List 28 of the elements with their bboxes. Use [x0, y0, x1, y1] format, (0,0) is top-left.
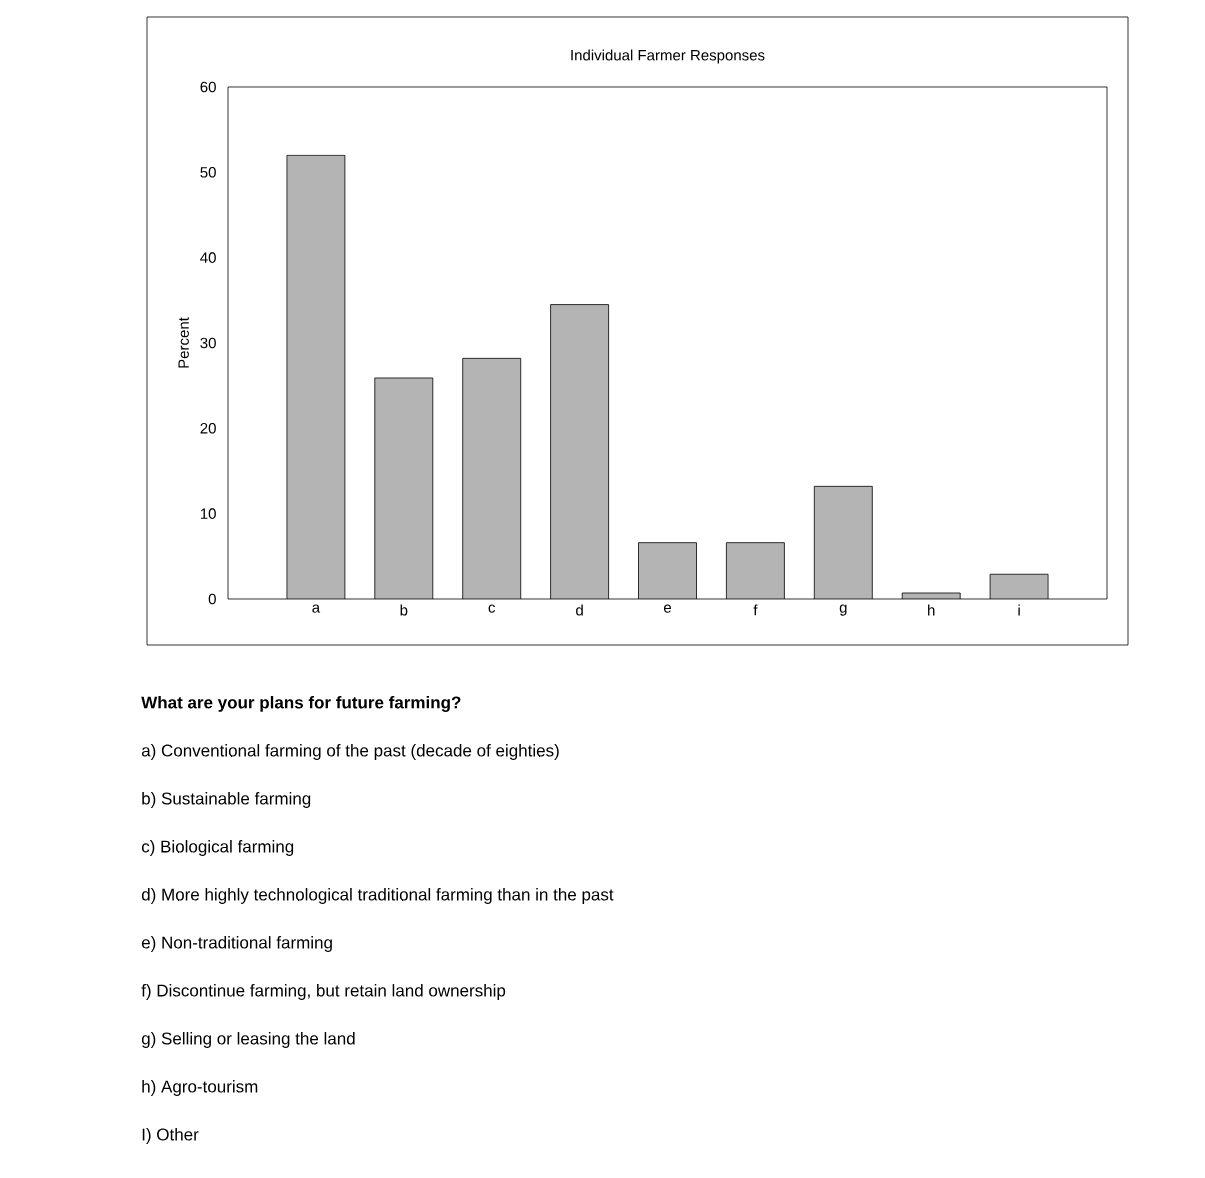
text: b) Sustainable farming — [142, 792, 311, 808]
y-tick-label: 50 — [200, 167, 216, 178]
x-tick-label: g — [839, 604, 847, 616]
text: I) Other — [142, 1128, 199, 1144]
text: h) Agro-tourism — [142, 1080, 258, 1096]
text: d) More highly technological traditional farming than in the past — [141, 888, 614, 904]
y-tick-label: 0 — [208, 593, 216, 605]
x-tick-label: i — [1018, 604, 1020, 616]
y-axis-title: Percent — [178, 317, 189, 368]
x-tick-label: e — [663, 604, 671, 613]
y-tick-label: 20 — [200, 423, 216, 434]
x-tick-label: a — [312, 604, 321, 613]
text: What are your plans for future farming? — [141, 696, 461, 712]
y-tick-label: 40 — [200, 252, 216, 263]
x-tick-label: f — [753, 604, 758, 616]
text: e) Non-traditional farming — [141, 936, 332, 952]
text: c) Biological farming — [141, 840, 294, 856]
x-tick-label: h — [928, 604, 935, 616]
y-tick-label: 10 — [200, 508, 216, 519]
text: a) Conventional farming of the past (decade of eighties) — [141, 744, 559, 760]
text: g) Selling or leasing the land — [141, 1032, 355, 1048]
x-tick-label: c — [488, 604, 496, 613]
x-tick-label: d — [576, 604, 583, 616]
x-tick-label: b — [400, 604, 408, 616]
y-tick-label: 60 — [200, 81, 216, 93]
text: f) Discontinue farming, but retain land ownership — [141, 984, 506, 1000]
y-tick-label: 30 — [200, 337, 216, 349]
chart-title: Individual Farmer Responses — [571, 49, 765, 64]
